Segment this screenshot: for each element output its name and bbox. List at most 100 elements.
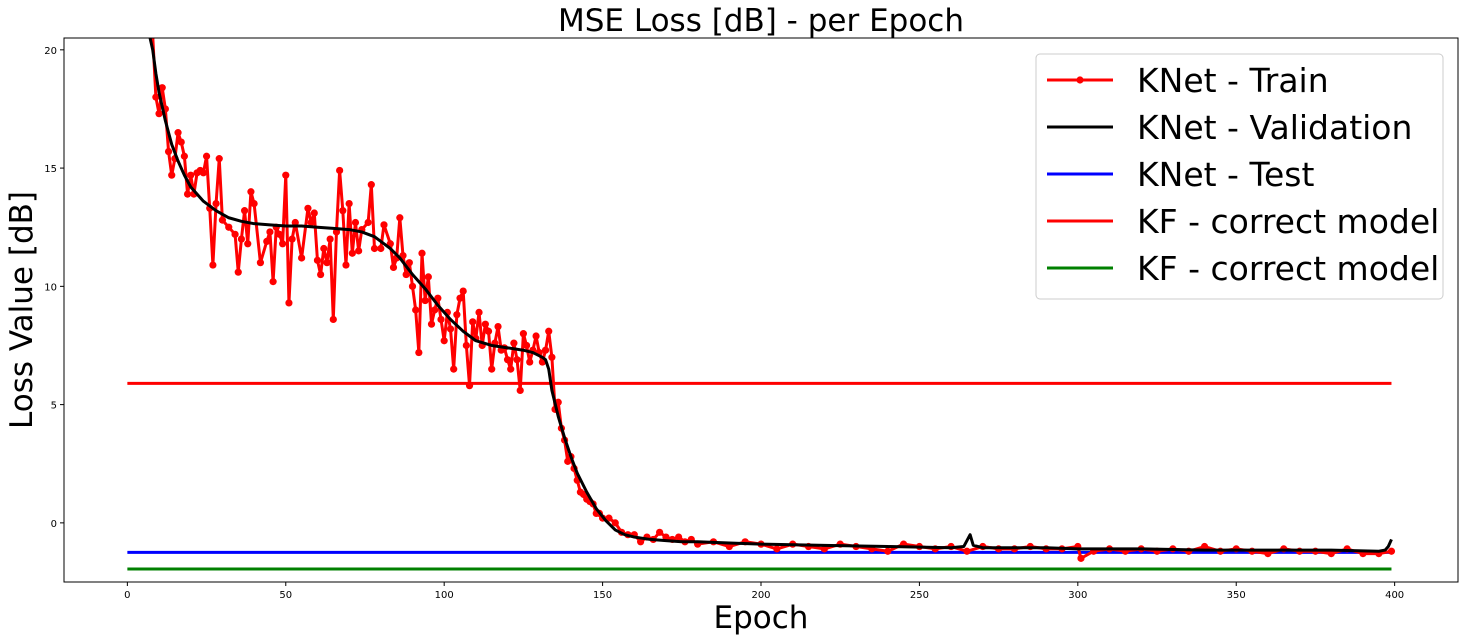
train-point-150	[725, 542, 733, 551]
train-point-112	[532, 332, 540, 340]
train-point-143	[662, 533, 670, 541]
train-point-55	[342, 261, 350, 269]
x-tick-label-300: 300	[1068, 590, 1087, 601]
train-point-61	[364, 218, 372, 227]
train-point-82	[437, 315, 445, 324]
x-tick-label-200: 200	[751, 590, 770, 601]
train-point-90	[462, 341, 470, 350]
x-axis-label: Epoch	[714, 600, 809, 636]
train-point-37	[279, 240, 287, 248]
train-point-47	[317, 270, 325, 279]
train-point-189	[1327, 550, 1335, 558]
train-point-145	[675, 533, 683, 541]
train-point-110	[526, 358, 534, 366]
train-point-43	[304, 204, 312, 212]
train-point-89	[459, 287, 467, 295]
train-point-38	[282, 171, 290, 179]
train-point-156	[820, 545, 828, 553]
train-point-98	[488, 365, 496, 373]
legend-box	[1035, 53, 1444, 300]
train-point-92	[469, 318, 477, 326]
train-point-8	[174, 129, 182, 137]
train-point-181	[1200, 542, 1209, 551]
train-point-193	[1387, 547, 1396, 555]
train-point-11	[183, 190, 192, 198]
x-tick-label-50: 50	[279, 590, 292, 601]
train-point-153	[773, 545, 781, 553]
train-point-109	[522, 341, 531, 350]
train-point-72	[405, 259, 413, 267]
train-point-26	[237, 235, 246, 243]
y-tick-label-10: 10	[44, 282, 57, 293]
train-point-21	[215, 155, 223, 163]
train-point-71	[402, 270, 410, 279]
train-point-41	[291, 218, 299, 227]
train-point-73	[408, 282, 417, 290]
train-point-1	[152, 93, 160, 101]
train-point-39	[285, 299, 293, 307]
train-point-62	[367, 181, 375, 189]
train-point-34	[269, 278, 277, 286]
train-point-103	[503, 356, 512, 364]
plot-area	[127, 38, 1396, 571]
train-point-64	[377, 244, 385, 253]
train-point-74	[412, 306, 420, 314]
train-point-75	[415, 348, 423, 357]
legend-label-4: KF - correct model	[1137, 249, 1439, 288]
legend-marker-0	[1076, 76, 1084, 84]
legend: KNet - Train KNet - Validation KNet - Test…	[1035, 53, 1444, 300]
train-point-54	[339, 207, 347, 215]
train-point-139	[637, 538, 645, 546]
legend-label-1: KNet - Validation	[1137, 108, 1412, 147]
train-point-19	[209, 261, 217, 269]
train-point-67	[389, 263, 398, 272]
chart-title: MSE Loss [dB] - per Epoch	[558, 3, 964, 39]
train-point-160	[884, 547, 892, 555]
train-point-45	[310, 209, 318, 217]
train-point-78	[424, 273, 432, 281]
train-point-63	[370, 244, 379, 253]
train-point-115	[541, 346, 550, 354]
train-point-80	[431, 306, 439, 314]
legend-label-2: KNet - Test	[1137, 155, 1315, 194]
y-axis-label: Loss Value [dB]	[4, 191, 40, 429]
train-point-51	[329, 315, 337, 324]
x-tick-label-250: 250	[910, 590, 929, 601]
train-point-27	[240, 207, 249, 215]
train-point-56	[345, 199, 353, 208]
train-point-106	[513, 356, 521, 364]
train-point-83	[440, 337, 448, 345]
legend-label-3: KF - correct model	[1137, 202, 1439, 241]
train-point-24	[231, 230, 239, 238]
train-point-87	[453, 311, 461, 319]
train-point-50	[326, 235, 334, 243]
train-point-3	[158, 84, 166, 92]
train-point-142	[656, 528, 664, 536]
train-point-76	[418, 249, 426, 257]
y-tick-label-0: 0	[51, 519, 57, 530]
train-point-116	[545, 327, 553, 335]
x-tick-label-100: 100	[435, 590, 454, 601]
train-point-185	[1264, 550, 1272, 558]
train-point-5	[164, 147, 173, 156]
train-point-59	[355, 247, 363, 255]
train-point-135	[611, 519, 619, 527]
train-point-30	[250, 199, 258, 208]
x-tick-label-0: 0	[124, 590, 130, 601]
train-point-22	[218, 216, 227, 224]
train-point-9	[177, 138, 185, 146]
train-point-94	[475, 308, 483, 316]
train-point-48	[320, 244, 328, 253]
train-point-107	[516, 386, 524, 395]
train-point-6	[168, 171, 176, 179]
validation-series-line	[148, 38, 1393, 553]
train-point-23	[225, 223, 233, 231]
train-point-96	[481, 320, 489, 328]
y-tick-label-15: 15	[44, 164, 57, 175]
train-point-42	[298, 254, 306, 262]
legend-label-0: KNet - Train	[1137, 61, 1329, 100]
train-point-17	[202, 152, 211, 160]
train-point-49	[323, 259, 331, 267]
train-point-69	[396, 214, 404, 222]
